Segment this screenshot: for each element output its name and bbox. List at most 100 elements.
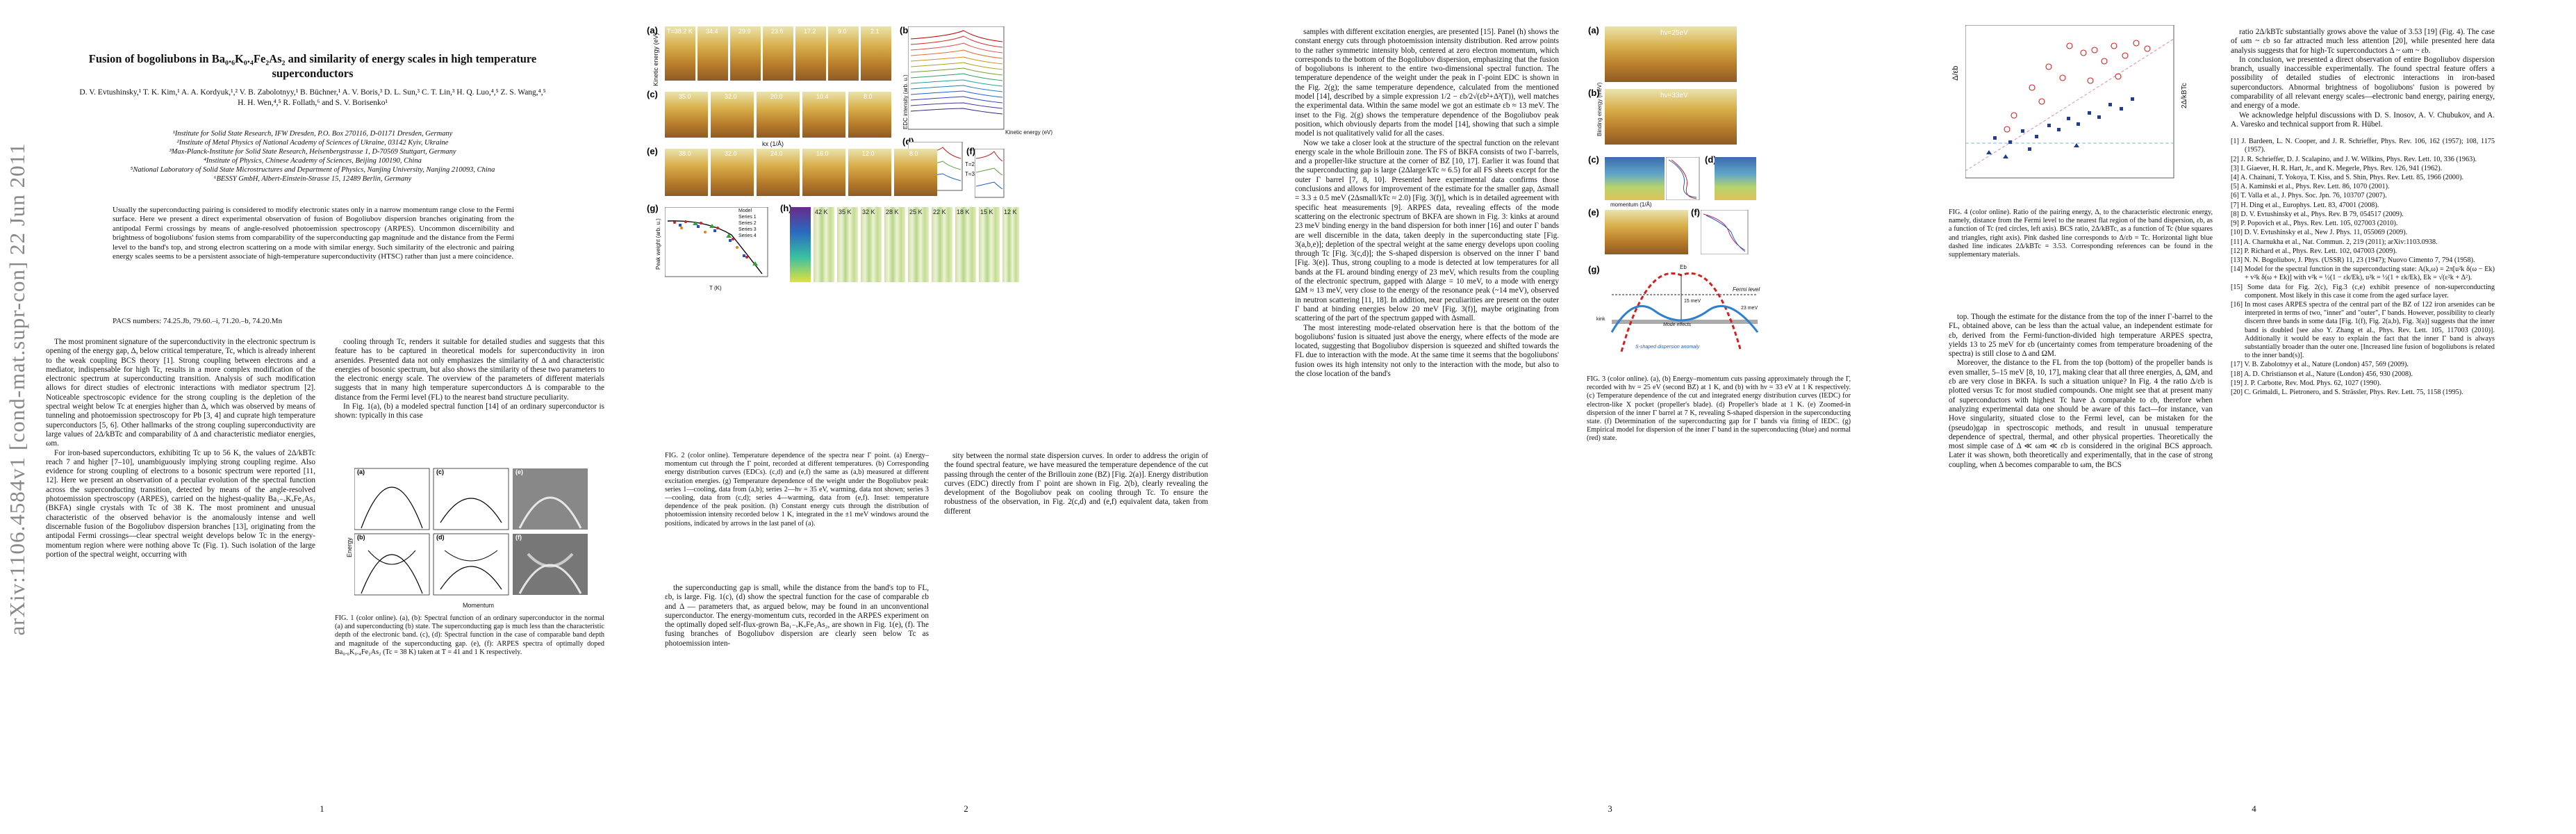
fig3-iedc-c bbox=[1666, 157, 1700, 200]
body-column-left: The most prominent signature of the supe… bbox=[46, 338, 315, 559]
hv-label: hν=25eV bbox=[1660, 29, 1688, 37]
temp-label: 28 K bbox=[886, 208, 899, 215]
temp-label: 34.4 bbox=[706, 28, 718, 35]
fig3-panel-a: hν=25eV bbox=[1605, 26, 1737, 82]
temp-label: 42 K bbox=[815, 208, 828, 215]
fig2-panel-label: (e) bbox=[647, 146, 658, 156]
temp-label: 8.0 bbox=[909, 150, 918, 157]
temp-label: 18 K bbox=[957, 208, 970, 215]
temp-label: 12.0 bbox=[862, 150, 875, 157]
body-column-right: cooling through Tc, renders it suitable … bbox=[335, 338, 604, 420]
fig4-ylabel: Δ/εb bbox=[1951, 65, 1960, 81]
fig2-peak-weight-plot bbox=[665, 207, 768, 277]
fig1-ylabel: Energy bbox=[346, 537, 353, 557]
fig1-panel-label: (e) bbox=[515, 468, 523, 475]
temp-label: 22 K bbox=[933, 208, 946, 215]
g-label: Mode effects bbox=[1663, 322, 1692, 327]
body-column-right: sity between the normal state dispersion… bbox=[944, 452, 1208, 516]
temp-label: 32.0 bbox=[725, 150, 737, 157]
g-legend: Series 3 bbox=[738, 227, 757, 232]
fig3-panel-label: (e) bbox=[1588, 207, 1599, 218]
g-label: Fermi level bbox=[1733, 286, 1760, 293]
figure-3-caption: FIG. 3 (color online). (a), (b) Energy–m… bbox=[1587, 375, 1851, 443]
fig1-panels bbox=[354, 468, 588, 596]
fig2-ylabel: Kinetic energy (eV) bbox=[652, 33, 659, 86]
temp-label: 8.0 bbox=[864, 93, 873, 100]
figure-3: (a) hν=25eV (b) hν=33eV Binding energy (… bbox=[1587, 25, 1920, 553]
page-number: 2 bbox=[964, 803, 968, 814]
page-1: arXiv:1106.4584v1 [cond-mat.supr-con] 22… bbox=[0, 0, 644, 834]
temp-label: 35.0 bbox=[679, 93, 691, 100]
temp-label: 35 K bbox=[839, 208, 852, 215]
references: [1] J. Bardeen, L. N. Cooper, and J. R. … bbox=[2231, 138, 2495, 396]
page-2: (a) Kinetic energy (eV) T=38.2 K 34.4 29… bbox=[644, 0, 1288, 834]
edc-legend: T=2.1K bbox=[965, 161, 984, 167]
temp-label: 23.6 bbox=[771, 28, 784, 35]
fig2-edc-f bbox=[975, 149, 1005, 198]
fig1-panel-label: (d) bbox=[436, 534, 445, 541]
figure-2: (a) Kinetic energy (eV) T=38.2 K 34.4 29… bbox=[644, 25, 1288, 456]
hv-label: hν=33eV bbox=[1660, 92, 1688, 99]
page-number: 4 bbox=[2252, 803, 2256, 814]
fig3-panel-label: (b) bbox=[1588, 88, 1600, 98]
fig3-panel-label: (d) bbox=[1705, 154, 1717, 165]
author-list: D. V. Evtushinsky,¹ T. K. Kim,¹ A. A. Ko… bbox=[79, 88, 546, 107]
fig4-scatter bbox=[1965, 25, 2174, 179]
figure-1: Energy Momentum (a) (b) (c) (d) (e) (f) bbox=[345, 467, 595, 613]
g-legend: Series 2 bbox=[738, 221, 757, 226]
abstract: Usually the superconducting pairing is c… bbox=[113, 206, 514, 261]
temp-label: 29.9 bbox=[738, 28, 751, 35]
pacs-numbers: PACS numbers: 74.25.Jb, 79.60.–i, 71.20.… bbox=[113, 317, 283, 325]
temp-label: 24.0 bbox=[770, 150, 783, 157]
temp-label: 10.4 bbox=[816, 93, 829, 100]
g-ylabel: Peak weight (arb. u.) bbox=[655, 218, 661, 270]
g-label: kink bbox=[1596, 317, 1605, 322]
fig2-xlabel: kx (1/Å) bbox=[762, 140, 784, 147]
edc-xlabel: Kinetic energy (eV) bbox=[1005, 129, 1053, 136]
fig3-panel-label: (a) bbox=[1588, 25, 1599, 35]
fig1-panel-label: (c) bbox=[436, 468, 444, 475]
body-column-left: the superconducting gap is small, while … bbox=[665, 584, 929, 648]
fig1-xlabel: Momentum bbox=[463, 602, 495, 609]
temp-label: 17.2 bbox=[804, 28, 816, 35]
g-label: Eb bbox=[1680, 264, 1687, 270]
fig2-panel-label: (a) bbox=[647, 25, 658, 35]
figure-2-caption: FIG. 2 (color online). Temperature depen… bbox=[665, 452, 929, 528]
temp-label: 38.0 bbox=[679, 150, 691, 157]
edc-legend: T=38K bbox=[965, 171, 982, 177]
page-number: 3 bbox=[1608, 803, 1612, 814]
fig2-row-h: 42 K 35 K 32 K 28 K 25 K 22 K 18 K 15 K … bbox=[790, 207, 1019, 282]
g-legend: Series 4 bbox=[738, 234, 757, 238]
fig3-panel-e bbox=[1605, 210, 1688, 254]
temp-label: 16.0 bbox=[816, 150, 829, 157]
figure-4: Δ/εb 2Δ/kBTc bbox=[1949, 25, 2206, 206]
fig3-xlabel: momentum (1/Å) bbox=[1610, 202, 1652, 208]
temp-label: 12 K bbox=[1004, 208, 1017, 215]
fig2-panel-label: (g) bbox=[647, 203, 659, 213]
temp-label: 9.0 bbox=[838, 28, 847, 35]
temp-label: 2.1 bbox=[870, 28, 880, 35]
g-label: 15 meV bbox=[1684, 299, 1701, 304]
g-legend: Series 1 bbox=[738, 215, 757, 220]
fig3-panel-label: (c) bbox=[1588, 154, 1599, 165]
fig1-panel-label: (b) bbox=[357, 534, 365, 541]
fig3-ylabel: Binding energy (meV) bbox=[1596, 82, 1603, 136]
fig2-edc-b bbox=[908, 26, 1005, 130]
temp-label: T=38.2 K bbox=[667, 28, 693, 35]
fig3-iedc-f bbox=[1701, 210, 1749, 254]
fig2-row-c: 35.0 32.0 20.0 10.4 8.0 bbox=[665, 92, 894, 138]
fig1-panel-label: (a) bbox=[357, 468, 365, 475]
page-3: samples with different excitation energi… bbox=[1288, 0, 1932, 834]
affiliations: ¹Institute for Solid State Research, IFW… bbox=[130, 130, 495, 183]
temp-label: 32 K bbox=[862, 208, 875, 215]
paper-title: Fusion of bogoliubons in Ba₀.₆K₀.₄Fe₂As₂… bbox=[88, 52, 537, 80]
fig4-y2label: 2Δ/kBTc bbox=[2181, 83, 2188, 108]
figure-4-caption: FIG. 4 (color online). Ratio of the pair… bbox=[1949, 208, 2213, 259]
g-label: 23 meV bbox=[1741, 306, 1758, 311]
g-legend: Model bbox=[738, 208, 752, 213]
page-number: 1 bbox=[320, 803, 324, 814]
fig2-panel-label: (h) bbox=[780, 203, 792, 213]
fig3-panel-c bbox=[1605, 157, 1665, 200]
temp-label: 25 K bbox=[909, 208, 923, 215]
fig3-panel-label: (g) bbox=[1588, 264, 1600, 275]
